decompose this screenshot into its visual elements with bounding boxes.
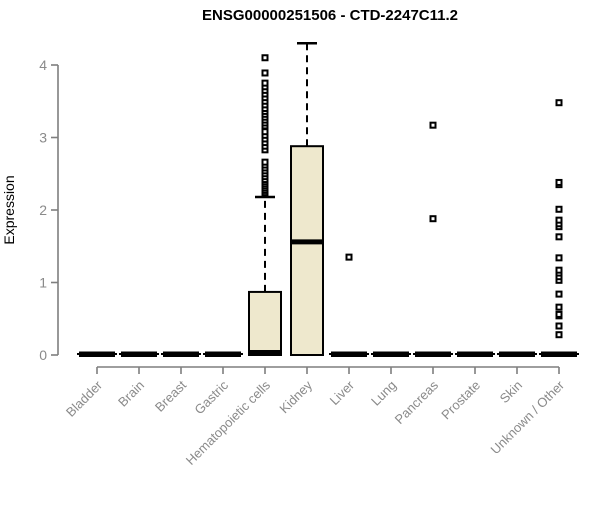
outlier-point: [261, 69, 269, 77]
outlier-point: [555, 322, 563, 330]
flat-zero-box: [457, 351, 493, 357]
y-tick-label: 1: [39, 275, 47, 291]
outlier-point: [555, 310, 563, 318]
x-category-label: Kidney: [276, 377, 315, 416]
outlier-point: [261, 128, 269, 136]
outlier-point: [555, 178, 563, 186]
x-category-label: Gastric: [191, 377, 231, 417]
outlier-point: [429, 215, 437, 223]
outlier-point: [555, 303, 563, 311]
x-category-label: Bladder: [63, 377, 106, 420]
flat-zero-box: [163, 351, 199, 357]
outlier-point: [555, 290, 563, 298]
flat-zero-box: [331, 351, 367, 357]
x-category-label: Skin: [497, 378, 525, 406]
outlier-point: [261, 79, 269, 87]
y-tick-label: 4: [39, 57, 47, 73]
x-category-label: Unknown / Other: [488, 377, 568, 457]
outlier-point: [261, 54, 269, 62]
outlier-point: [345, 253, 353, 261]
flat-zero-box: [121, 351, 157, 357]
outlier-point: [555, 99, 563, 107]
chart-title: ENSG00000251506 - CTD-2247C11.2: [202, 7, 458, 24]
box: [248, 290, 282, 356]
flat-zero-box: [373, 351, 409, 357]
flat-zero-box: [499, 351, 535, 357]
flat-zero-box: [205, 351, 241, 357]
outlier-point: [555, 254, 563, 262]
y-axis: 0 1 2 3 4: [39, 57, 59, 363]
outlier-point: [429, 121, 437, 129]
flat-zero-box: [79, 351, 115, 357]
x-category-label: Prostate: [438, 378, 483, 423]
box-marks: [77, 42, 579, 357]
x-category-label: Brain: [115, 378, 147, 410]
y-tick-label: 0: [39, 347, 47, 363]
outlier-point: [555, 205, 563, 213]
y-axis-label: Expression: [1, 175, 17, 244]
x-category-label: Lung: [368, 378, 399, 409]
flat-zero-box: [541, 351, 577, 357]
outlier-point: [555, 331, 563, 339]
outlier-point: [261, 158, 269, 166]
x-category-label: Pancreas: [392, 377, 442, 427]
x-category-label: Liver: [327, 377, 358, 408]
outlier-point: [555, 266, 563, 274]
flat-zero-box: [415, 351, 451, 357]
y-tick-label: 2: [39, 202, 47, 218]
y-tick-label: 3: [39, 130, 47, 146]
box: [290, 145, 324, 356]
outlier-point: [555, 216, 563, 224]
x-category-label: Breast: [152, 377, 189, 414]
outlier-point: [555, 233, 563, 241]
